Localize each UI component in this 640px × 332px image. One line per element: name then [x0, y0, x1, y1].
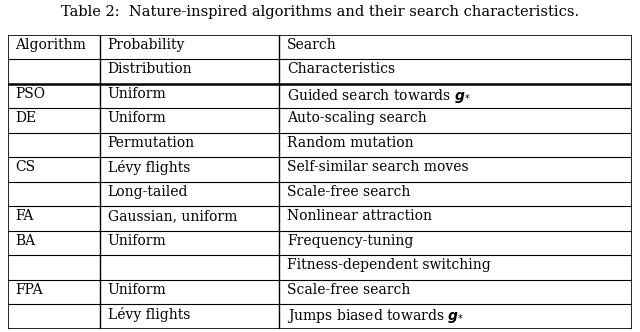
Text: BA: BA — [15, 234, 35, 248]
Text: FPA: FPA — [15, 283, 43, 297]
Text: Guided search towards $\boldsymbol{g}_{*}$: Guided search towards $\boldsymbol{g}_{*… — [287, 87, 471, 105]
Text: Self-similar search moves: Self-similar search moves — [287, 160, 468, 174]
Text: Characteristics: Characteristics — [287, 62, 395, 76]
Text: Frequency-tuning: Frequency-tuning — [287, 234, 413, 248]
Text: Jumps biased towards $\boldsymbol{g}_{*}$: Jumps biased towards $\boldsymbol{g}_{*}… — [287, 307, 464, 325]
Text: DE: DE — [15, 111, 36, 125]
Text: Long-tailed: Long-tailed — [108, 185, 188, 199]
Text: Scale-free search: Scale-free search — [287, 185, 410, 199]
Text: Table 2:  Nature-inspired algorithms and their search characteristics.: Table 2: Nature-inspired algorithms and … — [61, 5, 579, 19]
Text: Fitness-dependent switching: Fitness-dependent switching — [287, 258, 491, 272]
Text: Scale-free search: Scale-free search — [287, 283, 410, 297]
Text: Search: Search — [287, 38, 337, 52]
Text: Probability: Probability — [108, 38, 185, 52]
Text: Uniform: Uniform — [108, 111, 166, 125]
Text: Nonlinear attraction: Nonlinear attraction — [287, 209, 432, 223]
Text: Lévy flights: Lévy flights — [108, 307, 190, 322]
Text: Lévy flights: Lévy flights — [108, 160, 190, 175]
Text: CS: CS — [15, 160, 35, 174]
Text: Uniform: Uniform — [108, 87, 166, 101]
Text: Uniform: Uniform — [108, 234, 166, 248]
Text: Auto-scaling search: Auto-scaling search — [287, 111, 427, 125]
Text: Distribution: Distribution — [108, 62, 192, 76]
Text: Uniform: Uniform — [108, 283, 166, 297]
Text: Algorithm: Algorithm — [15, 38, 86, 52]
Text: FA: FA — [15, 209, 33, 223]
Text: PSO: PSO — [15, 87, 45, 101]
Text: Random mutation: Random mutation — [287, 136, 413, 150]
Text: Gaussian, uniform: Gaussian, uniform — [108, 209, 237, 223]
Text: Permutation: Permutation — [108, 136, 195, 150]
